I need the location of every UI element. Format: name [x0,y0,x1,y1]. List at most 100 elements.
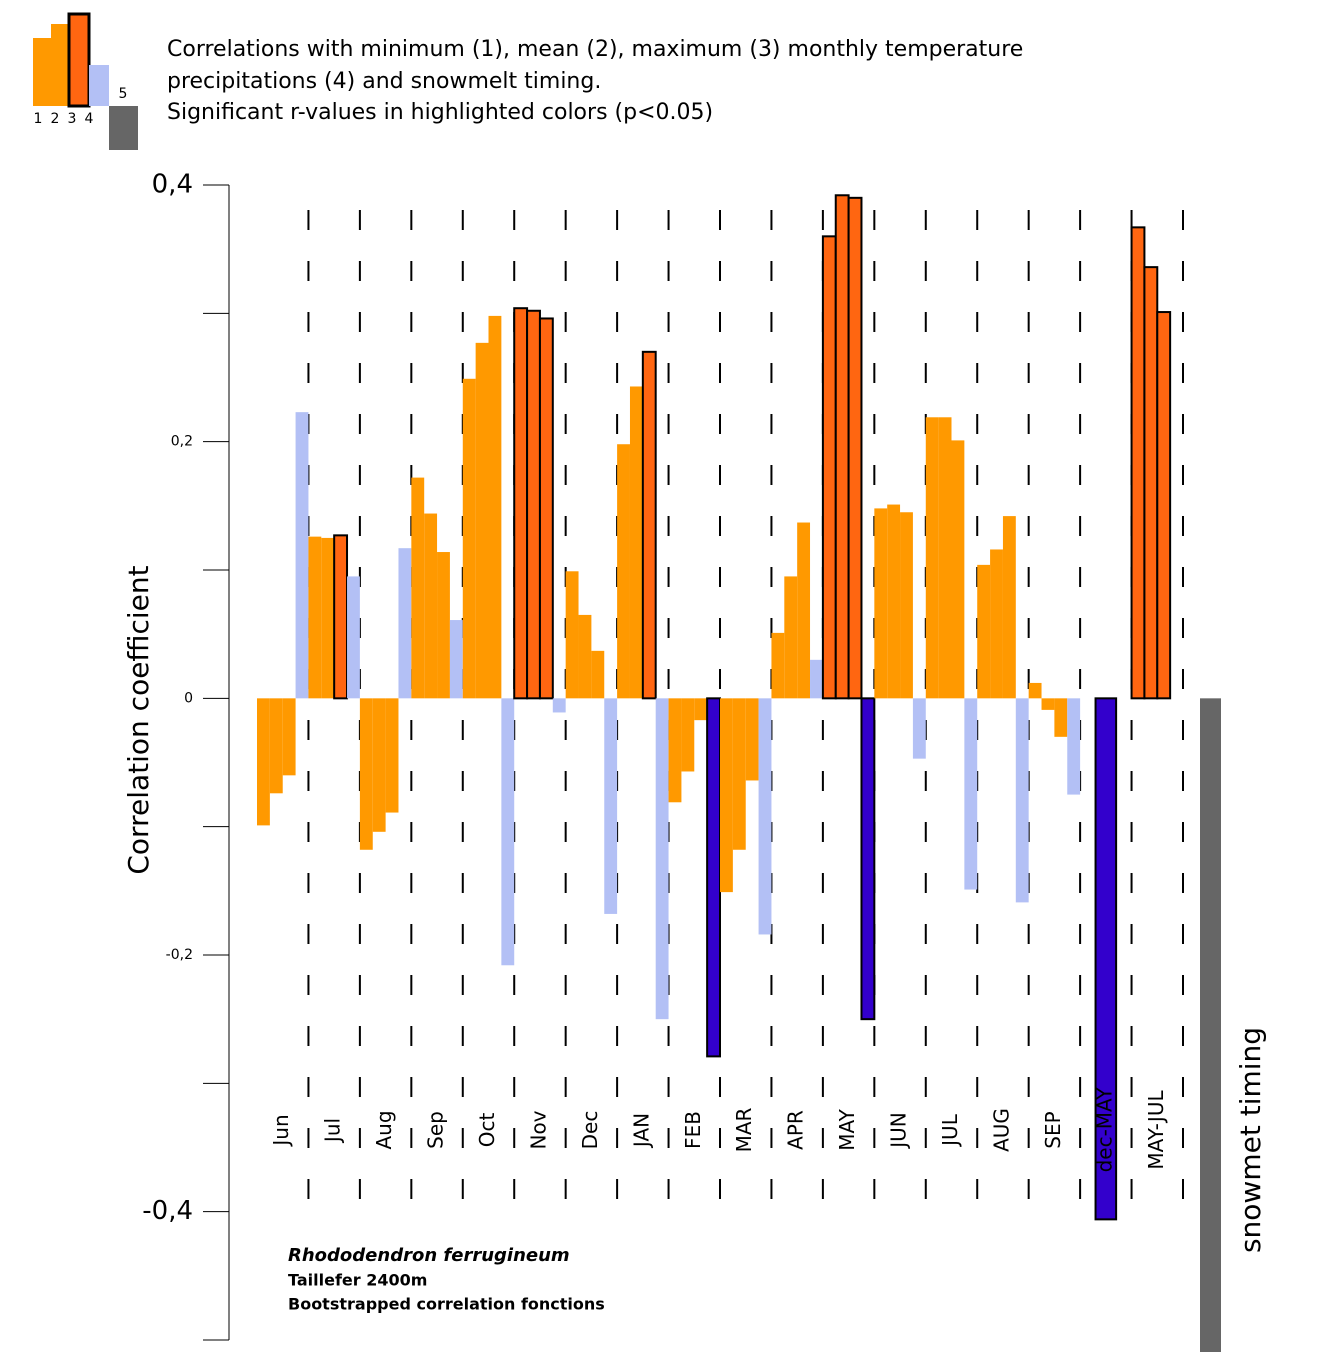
bar [321,537,335,699]
x-tick-label: MAY-JUL [1144,1090,1168,1170]
bar [900,512,913,699]
bar [1054,698,1068,737]
bar [552,698,566,713]
bar [1028,682,1042,699]
annotation: Rhododendron ferrugineum [288,1245,570,1266]
bar [526,309,541,700]
legend-swatch [67,12,91,108]
bar [720,698,733,893]
bar [887,504,901,699]
bar [449,620,463,699]
legend-label: 1 [34,111,43,127]
bar [860,697,876,1021]
bar [308,536,322,699]
bar [372,698,386,832]
bar [488,315,502,699]
y-tick-label: 0 [184,690,193,706]
bar [668,698,682,803]
bar [834,194,850,700]
annotation: Bootstrapped correlation fonctions [288,1295,605,1314]
bar [732,698,746,850]
bar [617,444,630,699]
x-tick-label: APR [784,1110,808,1150]
snowmelt-bar [1200,698,1221,1352]
x-tick-label: AUG [989,1108,1013,1152]
x-tick-label: Oct [475,1113,499,1148]
bar [912,698,926,759]
legend-label: 4 [85,111,94,127]
bar [706,697,722,1058]
x-tick-label: SEP [1041,1111,1065,1148]
title-line: precipitations (4) and snowmelt timing. [167,69,601,94]
bar [359,698,373,850]
x-tick-label: Dec [578,1111,602,1150]
bar [797,522,811,699]
bar [501,698,515,966]
bar [771,632,785,699]
snowmelt-label: snowmet timing [1234,1027,1267,1253]
annotation: Taillefer 2400m [288,1271,427,1290]
bar [1156,311,1172,700]
bar [745,698,759,781]
bar [758,698,772,935]
bar [1002,516,1016,699]
y-axis-label: Correlation coefficient [122,565,155,874]
x-tick-label: FEB [681,1111,705,1149]
bar [821,235,837,700]
bar [681,698,695,772]
x-tick-label: dec-MAY [1092,1087,1116,1173]
x-tick-label: Nov [526,1110,550,1149]
bar [578,614,592,699]
title-line: Significant r-values in highlighted colo… [167,100,713,125]
x-tick-label: JAN [629,1113,653,1149]
x-tick-label: Jun [269,1114,293,1147]
x-tick-label: MAY [835,1108,859,1150]
legend-label: 2 [51,111,60,127]
bar [784,576,798,699]
bar [925,417,939,699]
bar [1041,698,1055,710]
bar [951,440,965,699]
x-tick-label: Jul [321,1118,345,1144]
bar [990,549,1003,699]
bar [977,564,991,699]
bar [565,571,579,699]
bar [964,698,978,890]
bar [437,552,450,699]
bar [385,698,399,813]
bar [1143,266,1159,700]
bar [810,659,823,699]
legend-label: 3 [68,111,77,127]
y-tick-label: 0,4 [152,170,193,200]
bar [938,417,952,699]
bar [424,513,438,699]
bar [257,698,270,826]
bar [694,698,708,721]
y-tick-label: -0,4 [142,1196,193,1226]
legend-label: 5 [119,86,128,102]
bar [1015,698,1029,903]
x-tick-label: MAR [732,1107,756,1152]
bar [295,412,309,699]
bar [269,698,283,794]
x-tick-label: JUN [887,1112,911,1150]
x-tick-label: Aug [372,1110,396,1149]
bar [1094,697,1118,1221]
bar [655,698,669,1020]
bar [641,350,657,700]
bar [847,196,863,700]
bar [513,307,529,700]
bar [282,698,296,776]
x-tick-label: JUL [938,1113,962,1148]
legend-swatch [89,65,109,106]
y-tick-label: -0,2 [166,947,193,963]
bar [538,317,554,700]
y-tick-label: 0,2 [171,434,193,450]
bar [462,378,476,699]
bar [1067,698,1081,795]
bar [874,508,888,699]
bar [411,477,425,699]
legend-swatch [109,106,138,150]
